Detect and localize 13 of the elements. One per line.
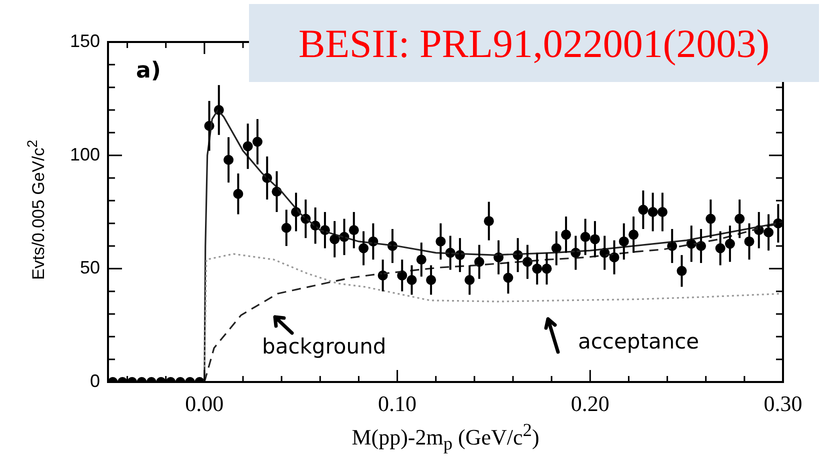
y-tick-label: 150 xyxy=(70,30,100,51)
annotation: a) xyxy=(136,58,161,84)
y-tick-label: 100 xyxy=(70,144,100,164)
y-tick-label: 0 xyxy=(90,370,100,391)
annotation: background xyxy=(262,334,386,358)
x-tick-label: 0.30 xyxy=(764,390,802,416)
x-axis-title: M(pp)-2m$_{p}$ (GeV/c$^{2}$) xyxy=(350,420,540,455)
chart-title: BESII: PRL91,022001(2003) xyxy=(249,4,819,82)
y-tick-label: 50 xyxy=(80,258,100,278)
annotation: acceptance xyxy=(578,329,700,354)
x-tick-label: 0.10 xyxy=(378,390,417,416)
x-tick-label: 0.00 xyxy=(185,390,224,416)
x-tick-label: 0.20 xyxy=(570,390,610,416)
